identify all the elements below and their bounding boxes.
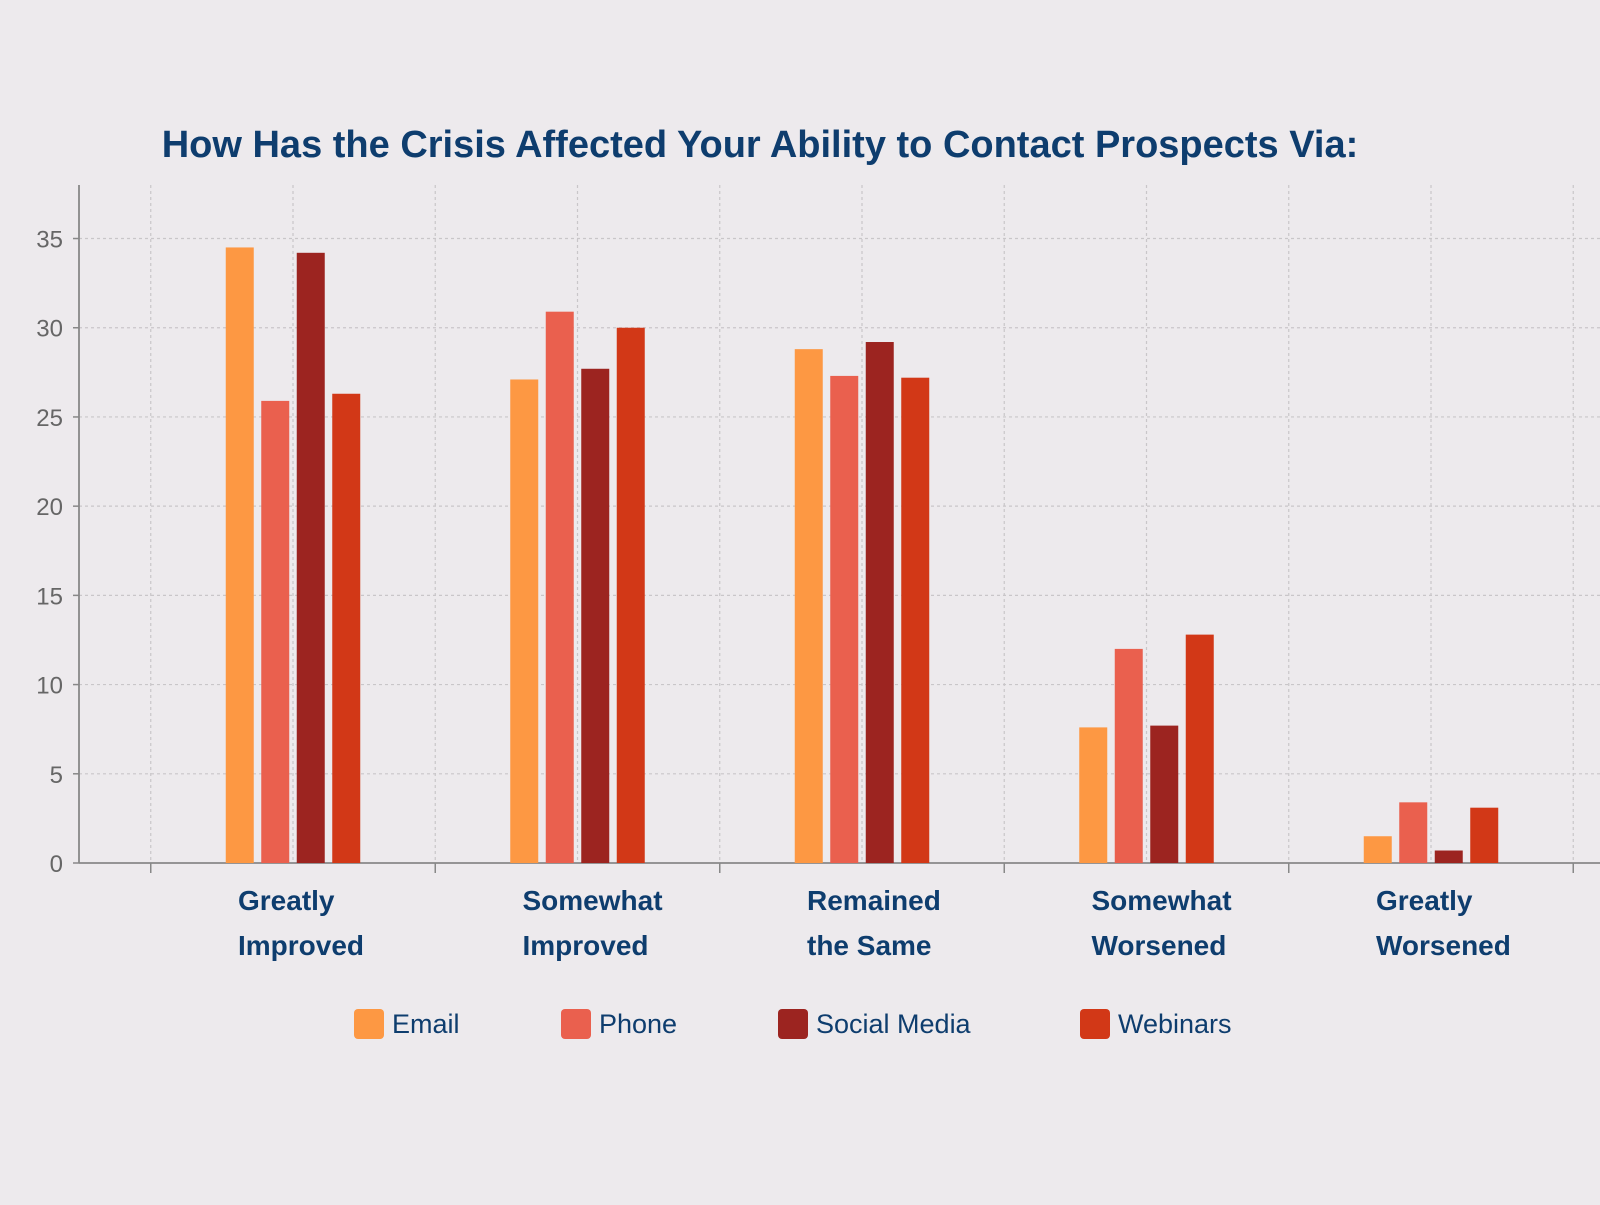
- bar-social-media: [1434, 850, 1463, 863]
- y-tick-label: 5: [50, 762, 63, 789]
- y-tick-label: 20: [36, 494, 63, 521]
- bar-phone: [830, 375, 859, 863]
- x-category-label: Improved: [238, 930, 364, 961]
- x-category-label: Greatly: [238, 885, 335, 916]
- y-tick-label: 35: [36, 227, 63, 254]
- legend-label: Email: [392, 1009, 460, 1039]
- y-tick-label: 30: [36, 316, 63, 343]
- x-axis-category-labels: Greatly Improved Somewhat Improved Remained t…: [238, 885, 1511, 961]
- legend-label: Webinars: [1118, 1009, 1232, 1039]
- bar-social-media: [296, 252, 325, 864]
- y-tick-label: 25: [36, 405, 63, 432]
- bar-social-media: [865, 342, 894, 864]
- y-tick-label: 15: [36, 583, 63, 610]
- bar-webinars: [332, 393, 361, 863]
- x-category-label: Worsened: [1376, 930, 1511, 961]
- x-category-label: Remained: [807, 885, 941, 916]
- bar-phone: [1114, 648, 1143, 863]
- x-category-label: Greatly: [1376, 885, 1473, 916]
- bar-email: [225, 247, 254, 863]
- bar-webinars: [901, 377, 930, 863]
- bar-webinars: [1470, 807, 1499, 863]
- legend: Email Phone Social Media Webinars: [354, 1009, 1232, 1039]
- bar-email: [510, 379, 539, 863]
- x-category-label: the Same: [807, 930, 932, 961]
- legend-label: Social Media: [816, 1009, 972, 1039]
- bar-phone: [545, 311, 574, 863]
- bar-email: [794, 349, 823, 864]
- legend-swatch-email: [354, 1009, 384, 1039]
- legend-swatch-phone: [561, 1009, 591, 1039]
- legend-label: Phone: [599, 1009, 677, 1039]
- bar-email: [1363, 836, 1392, 863]
- bar-webinars: [616, 327, 645, 864]
- bar-webinars: [1185, 634, 1214, 863]
- bar-phone: [261, 400, 290, 863]
- y-tick-label: 10: [36, 673, 63, 700]
- bars: [225, 247, 1499, 864]
- x-category-label: Somewhat: [523, 885, 663, 916]
- chart-title: How Has the Crisis Affected Your Ability…: [162, 124, 1359, 166]
- bar-email: [1079, 727, 1108, 863]
- bar-social-media: [581, 368, 610, 863]
- y-tick-label: 0: [50, 851, 63, 878]
- legend-swatch-webinars: [1080, 1009, 1110, 1039]
- y-axis-ticks: 0 5 10 15 20 25 30 35: [36, 227, 63, 878]
- x-category-label: Somewhat: [1092, 885, 1232, 916]
- x-category-label: Worsened: [1092, 930, 1227, 961]
- legend-swatch-social-media: [778, 1009, 808, 1039]
- bar-phone: [1399, 802, 1428, 863]
- x-category-label: Improved: [523, 930, 649, 961]
- bar-social-media: [1150, 725, 1179, 863]
